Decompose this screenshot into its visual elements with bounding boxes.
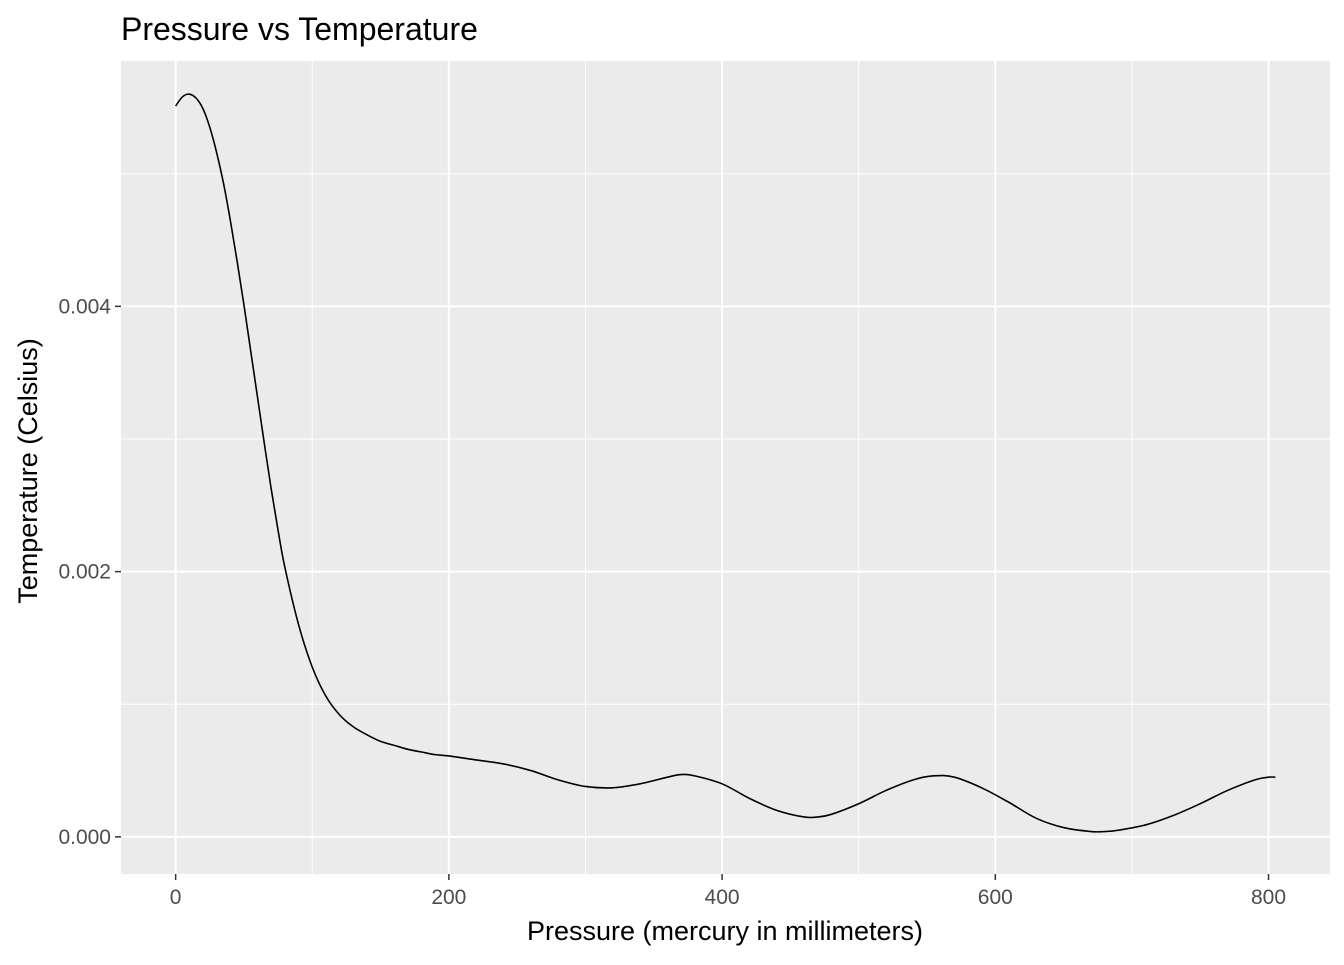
minor-gridlines <box>121 61 1330 874</box>
x-tick-label: 200 <box>431 886 466 909</box>
x-tick-label: 800 <box>1251 886 1286 909</box>
x-tick-label: 0 <box>170 886 182 909</box>
x-tick-label: 600 <box>978 886 1013 909</box>
x-axis: 0 200 400 600 800 <box>170 874 1286 909</box>
y-tick-label: 0.000 <box>58 826 111 849</box>
y-tick-label: 0.002 <box>58 561 111 584</box>
y-axis: 0.000 0.002 0.004 <box>58 295 121 849</box>
series-line <box>174 93 1276 833</box>
x-tick-label: 400 <box>705 886 740 909</box>
x-axis-title: Pressure (mercury in millimeters) <box>527 916 923 946</box>
y-axis-title: Temperature (Celsius) <box>13 338 43 604</box>
y-tick-label: 0.004 <box>58 295 111 318</box>
major-gridlines <box>121 61 1330 874</box>
plot-panel <box>121 61 1330 874</box>
chart-title: Pressure vs Temperature <box>121 11 478 47</box>
